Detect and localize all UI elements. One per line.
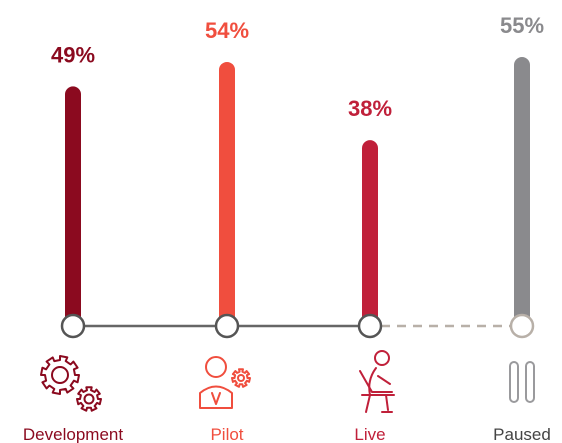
category-labels: Development Pilot Live Paused: [23, 425, 551, 443]
value-label-paused: 55%: [500, 13, 544, 38]
gears-icon: [40, 355, 102, 412]
node-pilot: [214, 313, 240, 339]
node-development: [60, 313, 86, 339]
bars: [65, 57, 530, 334]
value-labels: 49% 54% 38% 55%: [51, 13, 544, 121]
category-label-pilot: Pilot: [210, 425, 243, 443]
category-icons: [40, 350, 535, 413]
category-label-development: Development: [23, 425, 123, 443]
person-gear-icon: [199, 356, 251, 409]
category-label-live: Live: [354, 425, 385, 443]
person-laptop-icon: [359, 350, 395, 413]
baseline-nodes: [60, 313, 535, 339]
node-paused: [509, 313, 535, 339]
value-label-pilot: 54%: [205, 18, 249, 43]
value-label-live: 38%: [348, 96, 392, 121]
value-label-development: 49%: [51, 42, 95, 67]
pause-icon: [509, 361, 535, 403]
node-live: [357, 313, 383, 339]
category-label-paused: Paused: [493, 425, 551, 443]
